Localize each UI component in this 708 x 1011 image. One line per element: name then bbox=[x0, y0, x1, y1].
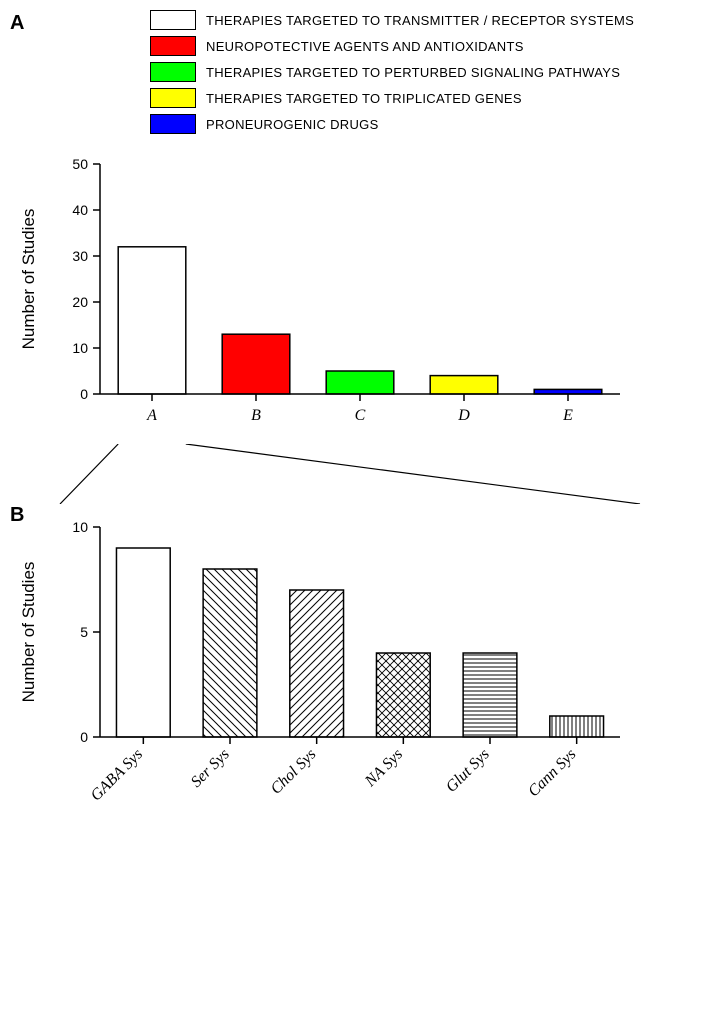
ytick-label: 20 bbox=[72, 294, 88, 310]
ytick-label: 50 bbox=[72, 156, 88, 172]
bar bbox=[116, 548, 170, 737]
connector bbox=[10, 444, 698, 504]
xtick-label: D bbox=[457, 407, 470, 424]
xtick-label: Chol Sys bbox=[268, 746, 320, 798]
ytick-label: 40 bbox=[72, 202, 88, 218]
xtick-label: C bbox=[355, 407, 366, 424]
xtick-label: E bbox=[562, 407, 573, 424]
legend-row: NEUROPOTECTIVE AGENTS AND ANTIOXIDANTS bbox=[150, 36, 634, 56]
legend-label: NEUROPOTECTIVE AGENTS AND ANTIOXIDANTS bbox=[206, 39, 524, 54]
xtick-label: Cann Sys bbox=[525, 746, 579, 800]
legend-swatch bbox=[150, 36, 196, 56]
legend-swatch bbox=[150, 88, 196, 108]
legend-row: THERAPIES TARGETED TO PERTURBED SIGNALIN… bbox=[150, 62, 634, 82]
ytick-label: 0 bbox=[80, 386, 88, 402]
bar bbox=[203, 569, 257, 737]
y-axis-label: Number of Studies bbox=[19, 562, 38, 703]
legend-swatch bbox=[150, 10, 196, 30]
bar bbox=[118, 247, 186, 394]
xtick-label: NA Sys bbox=[361, 746, 406, 791]
legend-swatch bbox=[150, 114, 196, 134]
figure-root: A THERAPIES TARGETED TO TRANSMITTER / RE… bbox=[10, 10, 698, 857]
legend-label: THERAPIES TARGETED TO PERTURBED SIGNALIN… bbox=[206, 65, 620, 80]
ytick-label: 10 bbox=[72, 340, 88, 356]
xtick-label: GABA Sys bbox=[88, 746, 147, 805]
bar bbox=[430, 376, 498, 394]
chart-b: 0 5 10 GABA Sys Ser Sys Chol Sys NA Sys Glut Sy… bbox=[10, 517, 698, 857]
ytick-label: 0 bbox=[80, 729, 88, 745]
ytick-label: 10 bbox=[72, 519, 88, 535]
legend-row: PRONEUROGENIC DRUGS bbox=[150, 114, 634, 134]
bar bbox=[376, 653, 430, 737]
ytick-label: 30 bbox=[72, 248, 88, 264]
chart-a: 0 10 20 30 40 50 A B C D E Number of Studies bbox=[10, 154, 698, 444]
panel-a-label: A bbox=[10, 10, 50, 35]
legend-label: THERAPIES TARGETED TO TRANSMITTER / RECE… bbox=[206, 13, 634, 28]
legend-swatch bbox=[150, 62, 196, 82]
legend-label: THERAPIES TARGETED TO TRIPLICATED GENES bbox=[206, 91, 522, 106]
connector-line bbox=[60, 444, 118, 504]
xtick-label: A bbox=[146, 407, 157, 424]
xtick-label: Glut Sys bbox=[443, 746, 493, 796]
ytick-label: 5 bbox=[80, 624, 88, 640]
bar bbox=[326, 371, 394, 394]
bar bbox=[222, 334, 290, 394]
bar bbox=[290, 590, 344, 737]
xtick-label: B bbox=[251, 407, 261, 424]
legend-row: THERAPIES TARGETED TO TRANSMITTER / RECE… bbox=[150, 10, 634, 30]
legend: THERAPIES TARGETED TO TRANSMITTER / RECE… bbox=[150, 10, 634, 140]
connector-line bbox=[186, 444, 640, 504]
y-axis-label: Number of Studies bbox=[19, 209, 38, 350]
legend-row: THERAPIES TARGETED TO TRIPLICATED GENES bbox=[150, 88, 634, 108]
bar bbox=[550, 716, 604, 737]
bar bbox=[463, 653, 517, 737]
legend-label: PRONEUROGENIC DRUGS bbox=[206, 117, 379, 132]
xtick-label: Ser Sys bbox=[188, 746, 233, 791]
